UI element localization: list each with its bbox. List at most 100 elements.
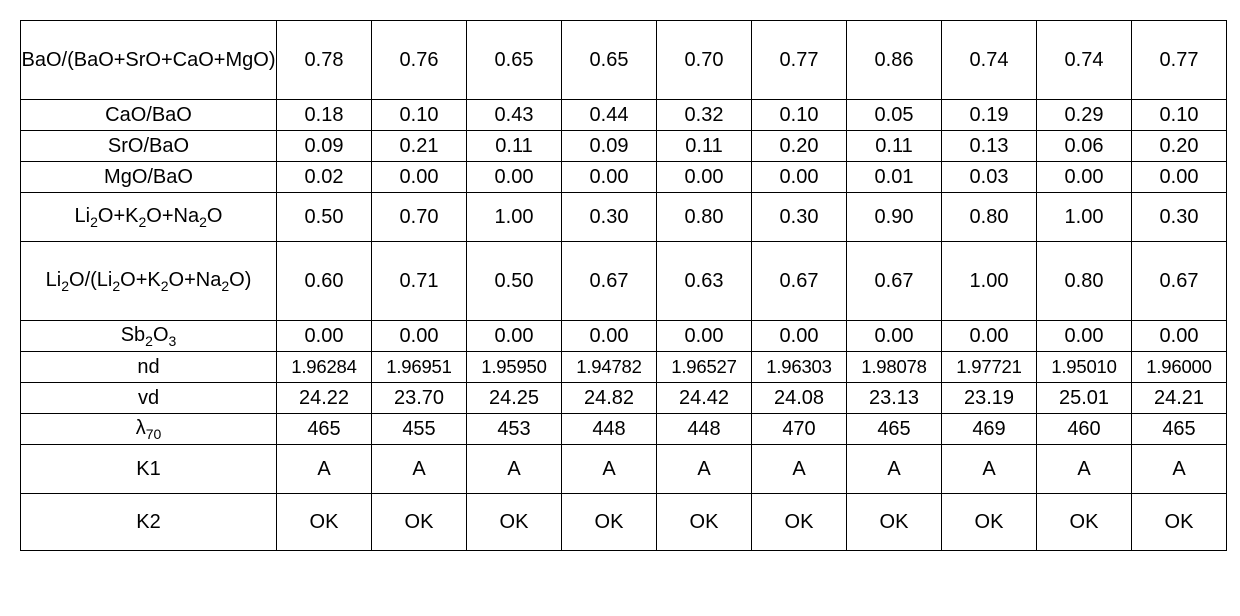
cell: 0.77 bbox=[1132, 21, 1227, 100]
cell: OK bbox=[752, 494, 847, 551]
cell: 0.00 bbox=[657, 162, 752, 193]
cell: 1.95010 bbox=[1037, 352, 1132, 383]
row-label: vd bbox=[21, 383, 277, 414]
cell: OK bbox=[1132, 494, 1227, 551]
table-row: BaO/(BaO+SrO+CaO+MgO)0.780.760.650.650.7… bbox=[21, 21, 1227, 100]
cell: 460 bbox=[1037, 414, 1132, 445]
cell: 0.19 bbox=[942, 100, 1037, 131]
cell: 448 bbox=[562, 414, 657, 445]
cell: 0.00 bbox=[277, 321, 372, 352]
cell: OK bbox=[372, 494, 467, 551]
cell: 0.67 bbox=[1132, 242, 1227, 321]
cell: OK bbox=[657, 494, 752, 551]
cell: 1.97721 bbox=[942, 352, 1037, 383]
cell: A bbox=[942, 445, 1037, 494]
cell: 0.67 bbox=[562, 242, 657, 321]
cell: 0.00 bbox=[1132, 162, 1227, 193]
table-row: SrO/BaO0.090.210.110.090.110.200.110.130… bbox=[21, 131, 1227, 162]
cell: 24.82 bbox=[562, 383, 657, 414]
cell: 0.30 bbox=[562, 193, 657, 242]
cell: 0.01 bbox=[847, 162, 942, 193]
table-row: K1AAAAAAAAAA bbox=[21, 445, 1227, 494]
cell: 1.96284 bbox=[277, 352, 372, 383]
cell: 0.32 bbox=[657, 100, 752, 131]
cell: 1.96951 bbox=[372, 352, 467, 383]
cell: 0.10 bbox=[1132, 100, 1227, 131]
cell: 465 bbox=[847, 414, 942, 445]
cell: 24.08 bbox=[752, 383, 847, 414]
cell: 0.00 bbox=[1037, 162, 1132, 193]
cell: 23.13 bbox=[847, 383, 942, 414]
cell: 0.70 bbox=[657, 21, 752, 100]
row-label: Li2O/(Li2O+K2O+Na2O) bbox=[21, 242, 277, 321]
cell: 0.71 bbox=[372, 242, 467, 321]
cell: 1.00 bbox=[942, 242, 1037, 321]
cell: 453 bbox=[467, 414, 562, 445]
cell: 0.10 bbox=[372, 100, 467, 131]
cell: 0.44 bbox=[562, 100, 657, 131]
cell: 448 bbox=[657, 414, 752, 445]
cell: 0.00 bbox=[1132, 321, 1227, 352]
cell: 1.98078 bbox=[847, 352, 942, 383]
cell: 0.00 bbox=[562, 162, 657, 193]
row-label: K2 bbox=[21, 494, 277, 551]
cell: 1.94782 bbox=[562, 352, 657, 383]
cell: 0.00 bbox=[752, 321, 847, 352]
cell: 0.00 bbox=[657, 321, 752, 352]
cell: OK bbox=[942, 494, 1037, 551]
cell: 25.01 bbox=[1037, 383, 1132, 414]
cell: 0.65 bbox=[467, 21, 562, 100]
cell: 23.19 bbox=[942, 383, 1037, 414]
cell: A bbox=[752, 445, 847, 494]
row-label: nd bbox=[21, 352, 277, 383]
cell: 0.30 bbox=[752, 193, 847, 242]
cell: OK bbox=[1037, 494, 1132, 551]
cell: 0.80 bbox=[942, 193, 1037, 242]
table-row: nd1.962841.969511.959501.947821.965271.9… bbox=[21, 352, 1227, 383]
cell: 0.65 bbox=[562, 21, 657, 100]
cell: 0.80 bbox=[657, 193, 752, 242]
cell: 0.03 bbox=[942, 162, 1037, 193]
cell: 0.00 bbox=[562, 321, 657, 352]
row-label: K1 bbox=[21, 445, 277, 494]
cell: OK bbox=[467, 494, 562, 551]
cell: 1.95950 bbox=[467, 352, 562, 383]
table-row: Li2O+K2O+Na2O0.500.701.000.300.800.300.9… bbox=[21, 193, 1227, 242]
cell: 1.96000 bbox=[1132, 352, 1227, 383]
row-label: SrO/BaO bbox=[21, 131, 277, 162]
row-label: CaO/BaO bbox=[21, 100, 277, 131]
cell: 0.00 bbox=[1037, 321, 1132, 352]
cell: 0.00 bbox=[752, 162, 847, 193]
cell: 0.20 bbox=[1132, 131, 1227, 162]
table-row: λ70465455453448448470465469460465 bbox=[21, 414, 1227, 445]
cell: 0.06 bbox=[1037, 131, 1132, 162]
data-table: BaO/(BaO+SrO+CaO+MgO)0.780.760.650.650.7… bbox=[20, 20, 1227, 551]
table-row: K2OKOKOKOKOKOKOKOKOKOK bbox=[21, 494, 1227, 551]
cell: 0.10 bbox=[752, 100, 847, 131]
cell: 0.00 bbox=[372, 321, 467, 352]
table-row: Sb2O30.000.000.000.000.000.000.000.000.0… bbox=[21, 321, 1227, 352]
cell: 0.43 bbox=[467, 100, 562, 131]
cell: 0.20 bbox=[752, 131, 847, 162]
cell: 465 bbox=[277, 414, 372, 445]
table-row: vd24.2223.7024.2524.8224.4224.0823.1323.… bbox=[21, 383, 1227, 414]
cell: 0.80 bbox=[1037, 242, 1132, 321]
cell: 0.67 bbox=[847, 242, 942, 321]
cell: 1.00 bbox=[467, 193, 562, 242]
table-body: BaO/(BaO+SrO+CaO+MgO)0.780.760.650.650.7… bbox=[21, 21, 1227, 551]
row-label: λ70 bbox=[21, 414, 277, 445]
row-label: MgO/BaO bbox=[21, 162, 277, 193]
cell: 0.13 bbox=[942, 131, 1037, 162]
cell: A bbox=[1037, 445, 1132, 494]
row-label: Li2O+K2O+Na2O bbox=[21, 193, 277, 242]
cell: OK bbox=[562, 494, 657, 551]
row-label: Sb2O3 bbox=[21, 321, 277, 352]
cell: 0.05 bbox=[847, 100, 942, 131]
cell: OK bbox=[277, 494, 372, 551]
cell: A bbox=[372, 445, 467, 494]
cell: 0.90 bbox=[847, 193, 942, 242]
cell: A bbox=[562, 445, 657, 494]
table-row: MgO/BaO0.020.000.000.000.000.000.010.030… bbox=[21, 162, 1227, 193]
cell: 0.70 bbox=[372, 193, 467, 242]
cell: A bbox=[277, 445, 372, 494]
